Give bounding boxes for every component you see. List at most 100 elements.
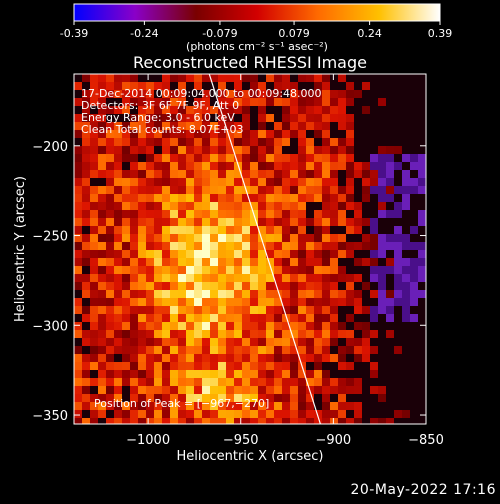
heatmap-cell	[234, 218, 242, 226]
heatmap-cell	[338, 162, 346, 170]
heatmap-cell	[74, 266, 82, 274]
heatmap-cell	[250, 322, 258, 330]
heatmap-cell	[202, 138, 210, 146]
heatmap-cell	[330, 402, 338, 410]
heatmap-cell	[402, 338, 410, 346]
heatmap-cell	[250, 258, 258, 266]
heatmap-cell	[362, 386, 370, 394]
heatmap-cell	[90, 130, 98, 138]
heatmap-cell	[202, 314, 210, 322]
heatmap-cell	[290, 322, 298, 330]
heatmap-cell	[330, 122, 338, 130]
heatmap-cell	[266, 306, 274, 314]
heatmap-cell	[362, 250, 370, 258]
heatmap-cell	[274, 234, 282, 242]
heatmap-cell	[154, 186, 162, 194]
heatmap-cell	[418, 82, 426, 90]
heatmap-cell	[234, 410, 242, 418]
heatmap-cell	[138, 418, 146, 424]
heatmap-cell	[402, 354, 410, 362]
heatmap-cell	[290, 394, 298, 402]
heatmap-cell	[266, 330, 274, 338]
heatmap-cell	[402, 258, 410, 266]
heatmap-cell	[282, 82, 290, 90]
heatmap-cell	[322, 210, 330, 218]
heatmap-cell	[170, 354, 178, 362]
heatmap-cell	[226, 170, 234, 178]
heatmap-cell	[82, 210, 90, 218]
heatmap-cell	[290, 98, 298, 106]
heatmap-cell	[194, 314, 202, 322]
heatmap-cell	[234, 106, 242, 114]
colorbar-tick-label: -0.079	[202, 27, 237, 40]
heatmap-cell	[378, 418, 386, 424]
heatmap-cell	[138, 410, 146, 418]
heatmap-cell	[290, 242, 298, 250]
heatmap-cell	[386, 354, 394, 362]
heatmap-cell	[338, 266, 346, 274]
date-stamp: 20-May-2022 17:16	[350, 482, 496, 498]
heatmap-cell	[162, 410, 170, 418]
heatmap-cell	[282, 250, 290, 258]
heatmap-cell	[394, 146, 402, 154]
heatmap-cell	[290, 122, 298, 130]
heatmap-cell	[162, 290, 170, 298]
heatmap-cell	[90, 250, 98, 258]
heatmap-cell	[354, 346, 362, 354]
heatmap-cell	[218, 186, 226, 194]
heatmap-cell	[346, 170, 354, 178]
x-tick-label: −950	[223, 433, 259, 448]
heatmap-cell	[298, 146, 306, 154]
heatmap-cell	[186, 362, 194, 370]
heatmap-cell	[114, 218, 122, 226]
heatmap-cell	[290, 290, 298, 298]
heatmap-cell	[74, 210, 82, 218]
heatmap-cell	[226, 394, 234, 402]
heatmap-cell	[106, 330, 114, 338]
heatmap-cell	[242, 202, 250, 210]
heatmap-cell	[154, 282, 162, 290]
heatmap-cell	[338, 274, 346, 282]
heatmap-cell	[234, 250, 242, 258]
heatmap-cell	[170, 242, 178, 250]
heatmap-cell	[322, 338, 330, 346]
heatmap-cell	[146, 186, 154, 194]
heatmap-cell	[218, 170, 226, 178]
heatmap-cell	[266, 130, 274, 138]
heatmap-cell	[250, 154, 258, 162]
y-tick-label: −300	[32, 319, 68, 334]
heatmap-cell	[122, 362, 130, 370]
heatmap-cell	[258, 274, 266, 282]
heatmap-cell	[154, 242, 162, 250]
heatmap-cell	[130, 130, 138, 138]
heatmap-cell	[378, 82, 386, 90]
heatmap-cell	[386, 290, 394, 298]
heatmap-cell	[98, 194, 106, 202]
heatmap-cell	[330, 146, 338, 154]
heatmap-cell	[394, 298, 402, 306]
heatmap-cell	[114, 202, 122, 210]
heatmap-cell	[226, 146, 234, 154]
heatmap-cell	[162, 138, 170, 146]
heatmap-cell	[194, 186, 202, 194]
heatmap-cell	[170, 106, 178, 114]
heatmap-cell	[186, 218, 194, 226]
heatmap-cell	[378, 202, 386, 210]
heatmap-cell	[226, 250, 234, 258]
heatmap-cell	[226, 186, 234, 194]
heatmap-cell	[210, 138, 218, 146]
heatmap-cell	[250, 218, 258, 226]
heatmap-cell	[298, 194, 306, 202]
heatmap-cell	[162, 146, 170, 154]
heatmap-cell	[186, 186, 194, 194]
heatmap-cell	[234, 338, 242, 346]
heatmap-cell	[418, 370, 426, 378]
heatmap-cell	[378, 90, 386, 98]
heatmap-cell	[258, 162, 266, 170]
heatmap-cell	[362, 306, 370, 314]
heatmap-cell	[266, 146, 274, 154]
heatmap-cell	[386, 90, 394, 98]
heatmap-cell	[410, 154, 418, 162]
heatmap-cell	[114, 370, 122, 378]
heatmap-cell	[354, 322, 362, 330]
